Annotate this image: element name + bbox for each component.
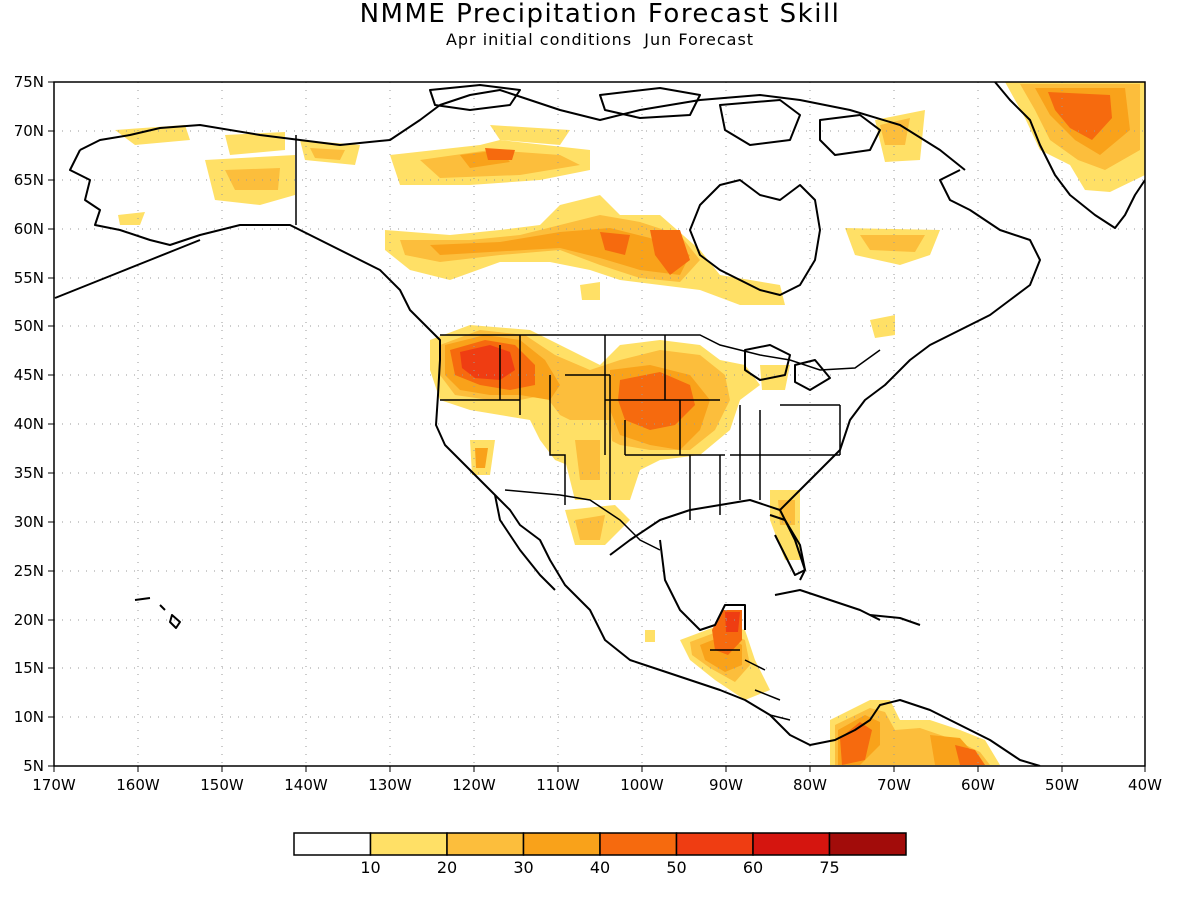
lat-tick-label: 20N bbox=[14, 611, 44, 629]
lat-tick-label: 25N bbox=[14, 562, 44, 580]
colorbar-label: 60 bbox=[743, 858, 763, 877]
lat-tick-label: 40N bbox=[14, 415, 44, 433]
lon-tick-label: 150W bbox=[200, 776, 244, 794]
hawaii-islands bbox=[134, 597, 181, 629]
lat-tick-label: 50N bbox=[14, 317, 44, 335]
colorbar-label: 40 bbox=[590, 858, 610, 877]
arctic-islands bbox=[429, 84, 881, 156]
cuba-coast bbox=[774, 589, 881, 621]
lat-tick-label: 60N bbox=[14, 220, 44, 238]
colorbar-swatch bbox=[599, 832, 678, 856]
lon-tick-label: 110W bbox=[536, 776, 580, 794]
lat-tick-label: 55N bbox=[14, 269, 44, 287]
colorbar-swatch bbox=[522, 832, 601, 856]
figure-subtitle: Apr initial conditions Jun Forecast bbox=[446, 30, 754, 49]
axis-ticks bbox=[48, 81, 1146, 772]
colorbar-swatch bbox=[293, 832, 372, 856]
colorbar: 10 20 30 40 50 60 75 bbox=[293, 832, 907, 877]
east-coast bbox=[779, 169, 1041, 511]
north-america-west-coast bbox=[69, 89, 1041, 766]
colorbar-swatch bbox=[828, 832, 907, 856]
lat-tick-label: 35N bbox=[14, 464, 44, 482]
lat-tick-label: 10N bbox=[14, 708, 44, 726]
skill-region-north bbox=[115, 125, 590, 225]
lat-tick-labels: 75N 70N 65N 60N 55N 50N 45N 40N 35N 30N … bbox=[14, 73, 44, 775]
lat-tick-label: 30N bbox=[14, 513, 44, 531]
gulf-coast bbox=[609, 499, 806, 631]
florida bbox=[769, 514, 806, 576]
lat-tick-label: 45N bbox=[14, 366, 44, 384]
lon-tick-label: 100W bbox=[620, 776, 664, 794]
lon-tick-label: 80W bbox=[793, 776, 827, 794]
aleutian-islands bbox=[54, 239, 201, 299]
lon-tick-label: 140W bbox=[284, 776, 328, 794]
great-lakes bbox=[744, 344, 831, 391]
colorbar-label: 30 bbox=[513, 858, 533, 877]
skill-region-central-america bbox=[645, 610, 770, 700]
lon-tick-label: 40W bbox=[1128, 776, 1162, 794]
baja-california bbox=[494, 494, 556, 591]
lon-tick-label: 50W bbox=[1045, 776, 1079, 794]
colorbar-label: 10 bbox=[360, 858, 380, 877]
lon-tick-label: 160W bbox=[116, 776, 160, 794]
lat-tick-label: 5N bbox=[23, 757, 44, 775]
hispaniola-coast bbox=[869, 614, 921, 626]
colorbar-label: 20 bbox=[437, 858, 457, 877]
lat-tick-label: 70N bbox=[14, 122, 44, 140]
lon-tick-label: 60W bbox=[961, 776, 995, 794]
skill-region-us bbox=[430, 325, 800, 560]
greenland-coast bbox=[994, 82, 1145, 229]
lon-tick-label: 170W bbox=[32, 776, 76, 794]
us-mexico-border bbox=[504, 489, 661, 551]
figure-title: NMME Precipitation Forecast Skill bbox=[360, 0, 841, 29]
lon-tick-labels: 170W 160W 150W 140W 130W 120W 110W 100W … bbox=[32, 776, 1162, 794]
colorbar-swatch bbox=[446, 832, 525, 856]
central-america-borders bbox=[710, 649, 791, 721]
lon-tick-label: 90W bbox=[709, 776, 743, 794]
lon-tick-label: 120W bbox=[452, 776, 496, 794]
political-borders bbox=[295, 135, 881, 721]
colorbar-swatch bbox=[675, 832, 754, 856]
lat-tick-label: 65N bbox=[14, 171, 44, 189]
lat-tick-label: 15N bbox=[14, 659, 44, 677]
skill-shading bbox=[115, 82, 1145, 765]
hudson-bay-coast bbox=[689, 179, 821, 296]
lat-tick-label: 75N bbox=[14, 73, 44, 91]
lon-tick-label: 130W bbox=[368, 776, 412, 794]
colorbar-swatch bbox=[369, 832, 448, 856]
lon-tick-label: 70W bbox=[877, 776, 911, 794]
us-canada-border bbox=[440, 334, 881, 371]
us-state-lines bbox=[440, 335, 841, 520]
colorbar-label: 50 bbox=[666, 858, 686, 877]
colorbar-swatch bbox=[752, 832, 831, 856]
colorbar-label: 75 bbox=[819, 858, 839, 877]
skill-region-greenland bbox=[875, 82, 1145, 192]
coastlines bbox=[54, 82, 1145, 766]
skill-region-canada-central bbox=[385, 195, 940, 338]
